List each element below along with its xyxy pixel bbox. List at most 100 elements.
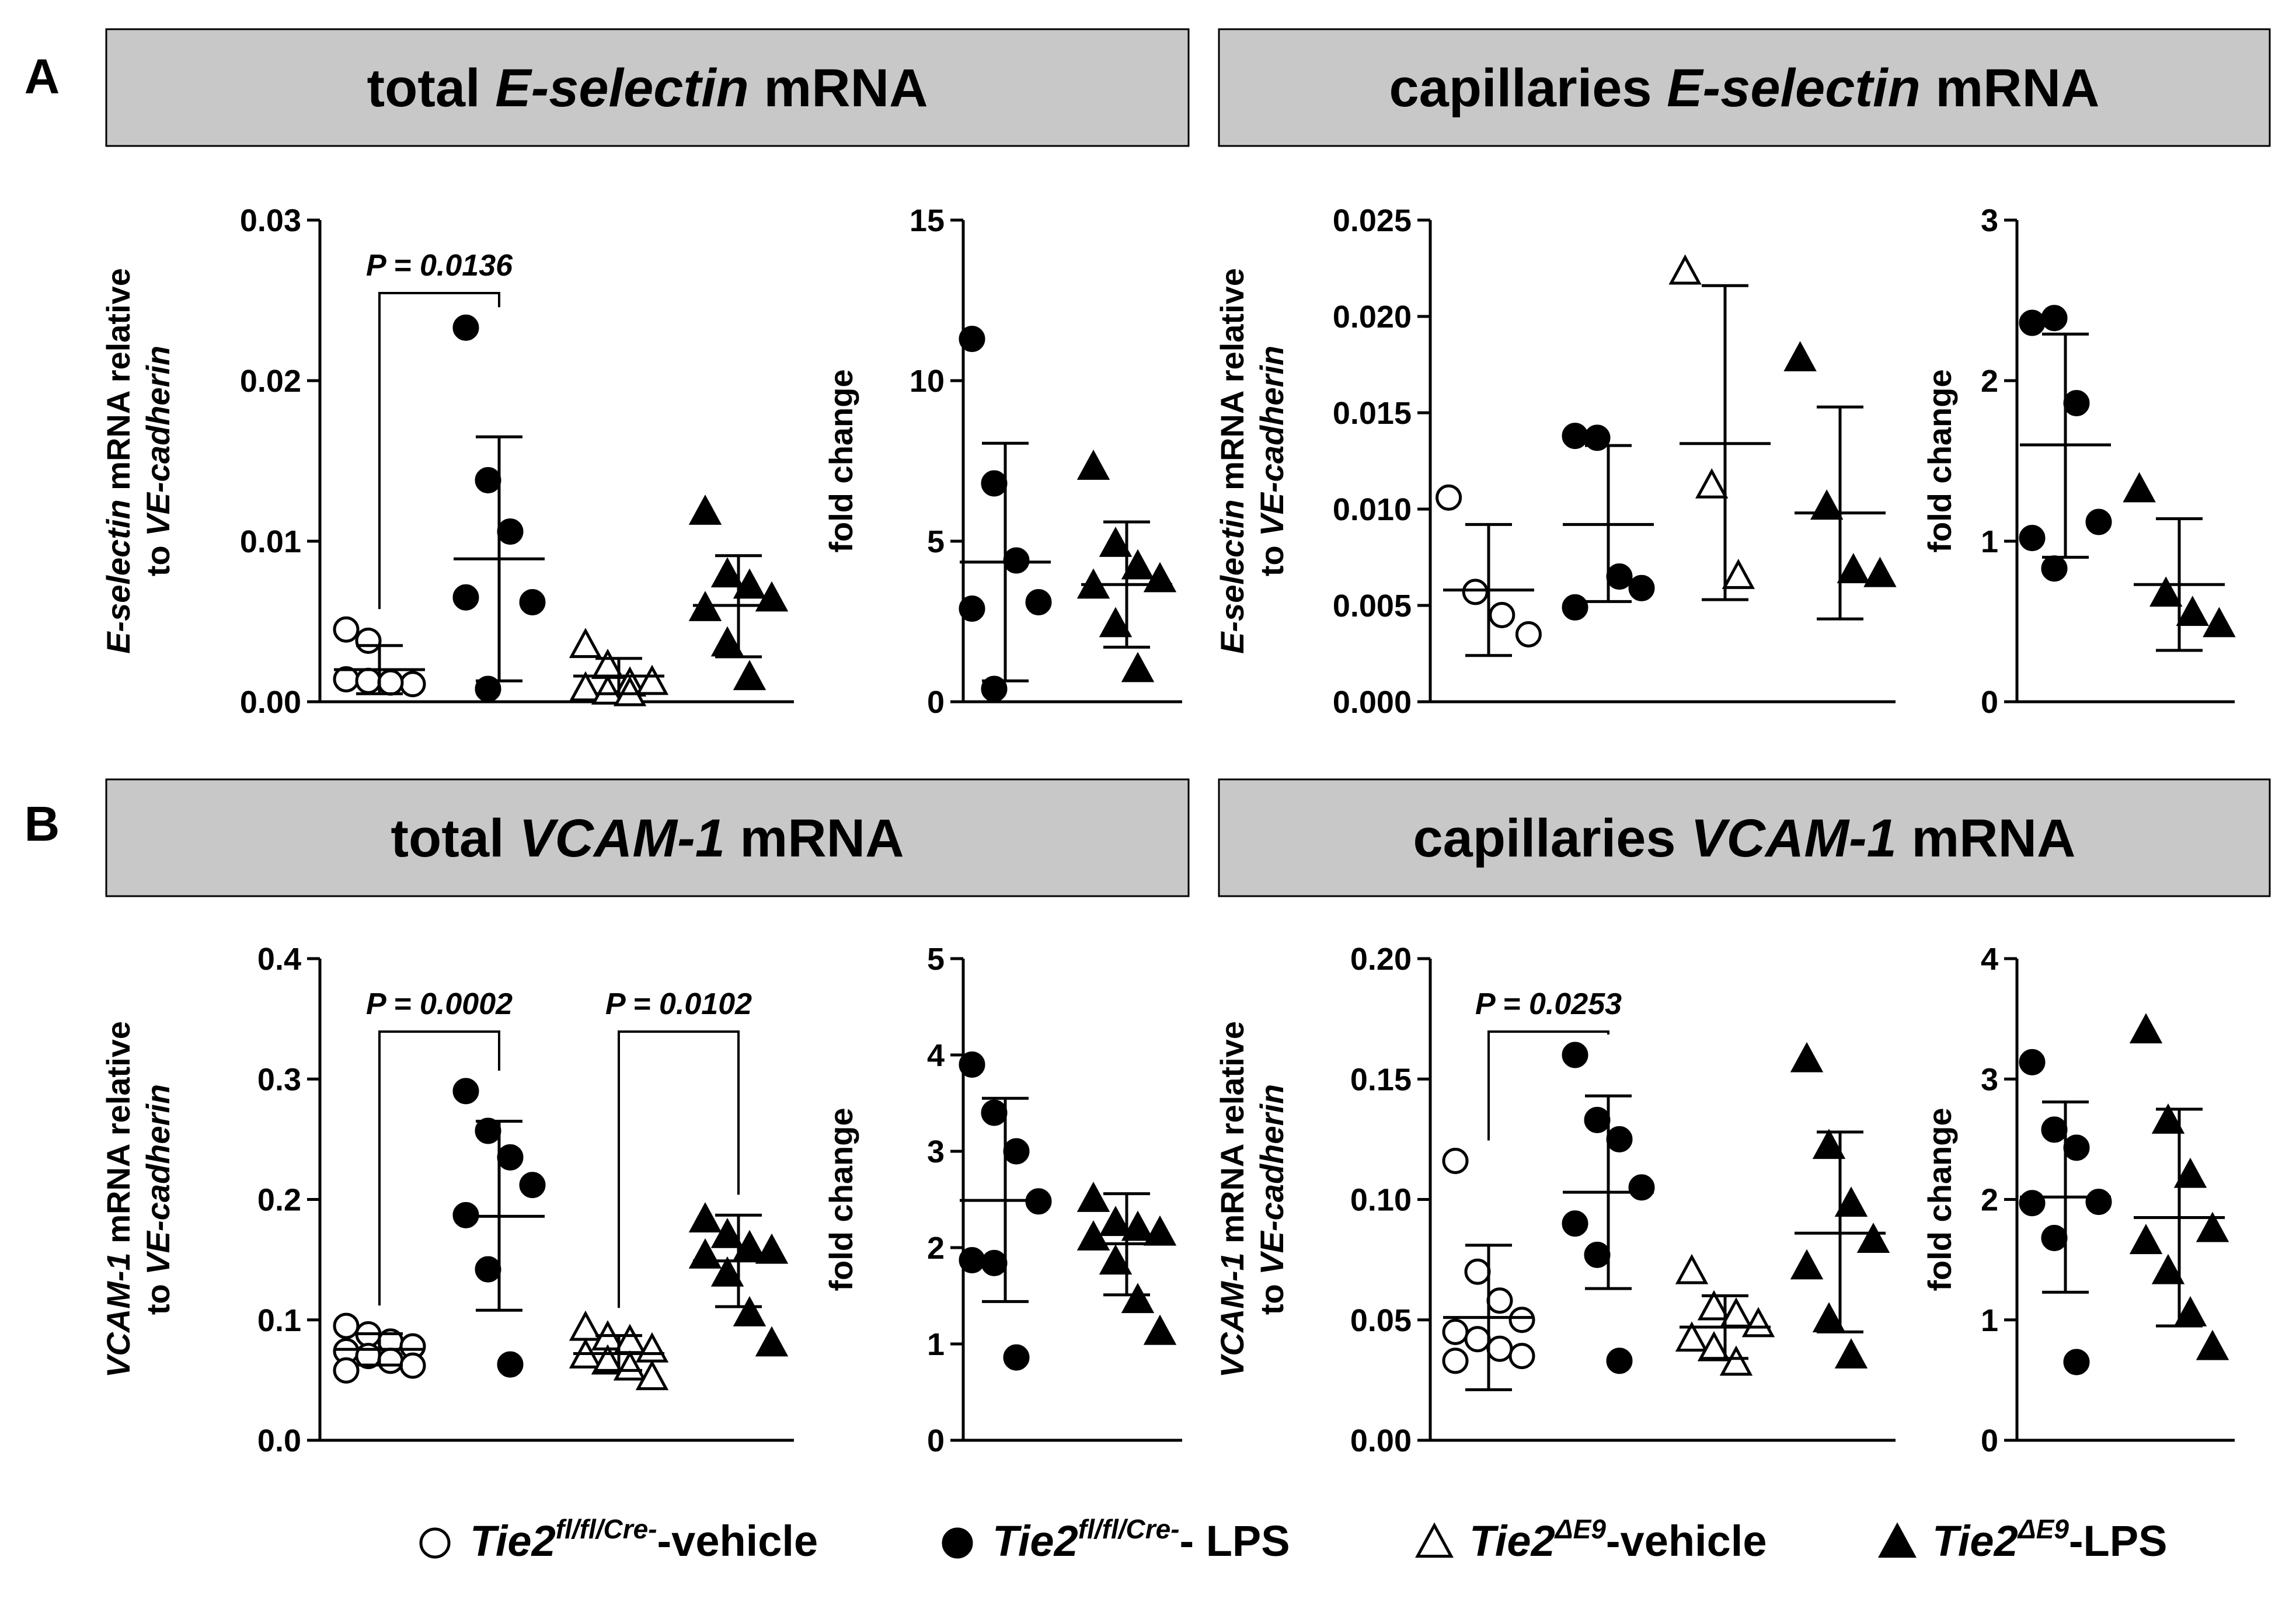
data-point-filled-triangle: [2196, 1329, 2229, 1360]
data-point-filled-circle: [497, 1351, 524, 1378]
data-point-open-triangle: [591, 674, 625, 705]
y-tick-label: 3: [1981, 1062, 1998, 1097]
chart-B-cap-rel: 0.00 0.05 0.10 0.15 0.20 VCAM-1 mRNA relative…: [1214, 942, 1896, 1458]
y-axis-label: fold change: [823, 1108, 859, 1291]
group-open-circle: [333, 1312, 426, 1384]
y-label-text: to: [140, 1275, 176, 1315]
data-point-filled-triangle: [1099, 607, 1133, 638]
bracket-line: [1487, 1030, 1609, 1141]
data-point-filled-circle: [1606, 1126, 1633, 1152]
y-tick-label: 0.015: [1333, 396, 1412, 431]
header-text: total: [367, 58, 495, 118]
data-point-filled-triangle: [688, 1202, 722, 1232]
significance-bracket: P = 0.0102: [605, 987, 752, 1308]
data-point-open-triangle: [1719, 1345, 1753, 1376]
data-point-open-circle: [399, 671, 426, 698]
data-point-filled-circle: [1584, 424, 1611, 451]
panel-header: total VCAM-1 mRNA: [105, 778, 1190, 897]
data-point-filled-triangle: [1834, 1186, 1868, 1217]
data-point-filled-triangle: [1863, 556, 1897, 587]
data-point-filled-circle: [981, 470, 1008, 497]
panel-header-title: total VCAM-1 mRNA: [391, 809, 904, 868]
data-point-open-circle: [1462, 579, 1489, 605]
chart-A-cap-fold: 0 1 2 3 fold change: [1921, 203, 2236, 720]
data-point-open-circle: [355, 667, 382, 694]
y-tick-label: 0.025: [1333, 203, 1412, 238]
y-tick-label: 0.010: [1333, 492, 1412, 527]
data-point-filled-circle: [1562, 423, 1588, 450]
data-point-filled-circle: [1025, 589, 1052, 615]
panel-letter-b: B: [25, 796, 60, 851]
data-point-open-triangle: [1741, 1307, 1775, 1338]
group-filled-triangle: [1790, 1042, 1890, 1369]
data-point-filled-triangle: [733, 1230, 767, 1260]
data-point-open-circle: [1464, 1326, 1491, 1353]
data-point-open-triangle: [613, 675, 647, 706]
data-point-filled-circle: [959, 326, 985, 352]
data-point-filled-circle: [2041, 555, 2068, 582]
data-point-filled-triangle: [2196, 1211, 2229, 1242]
panel-header-box: [105, 778, 1190, 897]
y-axis-label: VCAM-1 mRNA relative: [100, 1021, 137, 1378]
data-point-filled-circle: [2041, 1116, 2068, 1143]
y-tick-label: 1: [927, 1327, 945, 1362]
y-tick-label: 0: [1981, 1423, 1998, 1458]
legend-label: Tie2ΔE9-vehicle: [1469, 1514, 1767, 1565]
group-filled-circle: [2019, 1049, 2112, 1375]
data-point-filled-circle: [475, 1256, 501, 1283]
data-point-filled-circle: [1628, 574, 1655, 601]
legend-condition: -LPS: [2069, 1517, 2168, 1565]
data-point-filled-triangle: [755, 1326, 789, 1357]
bracket-line: [618, 1030, 740, 1308]
data-point-filled-triangle: [2123, 472, 2156, 503]
y-tick-label: 10: [910, 364, 945, 399]
panel-header-title: capillaries E-selectin mRNA: [1389, 58, 2100, 118]
legend-symbol-filled-circle: [942, 1527, 973, 1559]
y-axis-label-line2: to VE-cadherin: [140, 1084, 176, 1315]
data-point-filled-circle: [452, 584, 479, 611]
data-point-open-circle: [1442, 1347, 1469, 1374]
data-point-open-triangle: [591, 1344, 625, 1375]
data-point-open-circle: [333, 1357, 360, 1384]
y-label-text: to: [1253, 537, 1290, 576]
legend-gene: Tie2: [992, 1517, 1078, 1565]
data-point-open-circle: [1489, 602, 1515, 628]
data-point-filled-triangle: [2129, 1224, 2163, 1255]
legend-gene: Tie2: [1932, 1517, 2018, 1565]
y-axis-label: fold change: [823, 369, 859, 552]
group-filled-triangle: [2129, 1013, 2229, 1360]
y-axis-label-line2: to VE-cadherin: [1253, 346, 1290, 576]
data-point-open-circle: [355, 628, 382, 654]
y-label-gene: VCAM-1: [100, 1252, 137, 1378]
header-text: mRNA: [1921, 58, 2100, 118]
data-point-filled-triangle: [1856, 1223, 1890, 1253]
data-point-filled-circle: [2085, 509, 2112, 535]
data-point-filled-triangle: [1790, 1042, 1824, 1072]
legend-condition: - LPS: [1180, 1517, 1290, 1565]
data-point-filled-circle: [981, 675, 1008, 702]
data-point-filled-triangle: [2149, 576, 2183, 607]
y-tick-label: 0.05: [1350, 1303, 1412, 1338]
chart-A-total-rel: 0.00 0.01 0.02 0.03 E-selectin mRNA relative…: [100, 203, 794, 720]
y-label-text: mRNA relative: [1214, 1021, 1250, 1252]
group-filled-triangle: [688, 494, 789, 691]
p-value-label: P = 0.0253: [1475, 987, 1622, 1021]
group-filled-triangle: [2123, 472, 2236, 652]
significance-bracket: P = 0.0253: [1475, 987, 1622, 1141]
data-point-filled-triangle: [1143, 1314, 1177, 1345]
legend-label: Tie2fl/fl/Cre-- LPS: [992, 1514, 1290, 1565]
y-tick-label: 0.3: [257, 1062, 301, 1097]
data-point-filled-circle: [452, 314, 479, 341]
header-gene: E-selectin: [495, 58, 749, 118]
significance-bracket: P = 0.0136: [366, 249, 513, 610]
y-label-gene: VCAM-1: [1214, 1252, 1250, 1378]
data-point-filled-circle: [2063, 390, 2090, 416]
data-point-filled-circle: [981, 1099, 1008, 1126]
y-label-reference: VE-cadherin: [1253, 346, 1290, 537]
legend-genotype: fl/fl/Cre-: [556, 1514, 657, 1544]
data-point-open-circle: [333, 1312, 360, 1339]
group-filled-circle: [1562, 423, 1655, 621]
y-axis-label: E-selectin mRNA relative: [1214, 268, 1250, 654]
data-point-open-circle: [1442, 1148, 1469, 1174]
